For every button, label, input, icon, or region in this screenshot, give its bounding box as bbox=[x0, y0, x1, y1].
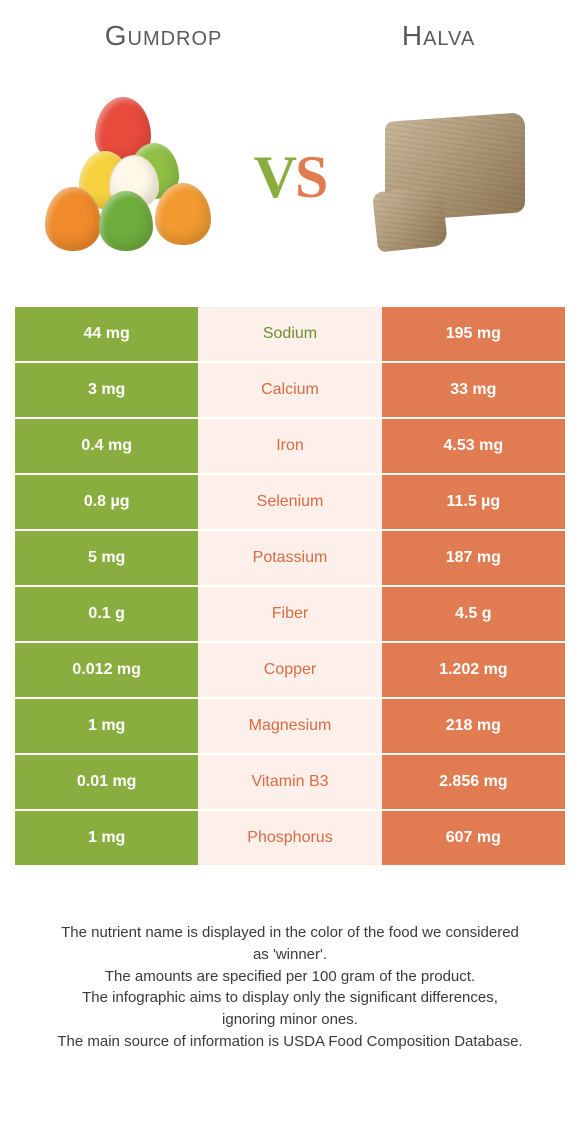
nutrient-label: Phosphorus bbox=[198, 811, 381, 865]
nutrient-label: Vitamin B3 bbox=[198, 755, 381, 809]
value-right: 218 mg bbox=[382, 699, 565, 753]
value-left: 0.8 µg bbox=[15, 475, 198, 529]
value-left: 44 mg bbox=[15, 307, 198, 361]
nutrient-label: Selenium bbox=[198, 475, 381, 529]
value-left: 5 mg bbox=[15, 531, 198, 585]
value-left: 0.4 mg bbox=[15, 419, 198, 473]
table-row: 0.8 µgSelenium11.5 µg bbox=[15, 475, 565, 531]
value-right: 607 mg bbox=[382, 811, 565, 865]
table-row: 0.01 mgVitamin B32.856 mg bbox=[15, 755, 565, 811]
value-left: 3 mg bbox=[15, 363, 198, 417]
gumdrop-image bbox=[35, 97, 215, 257]
nutrient-label: Sodium bbox=[198, 307, 381, 361]
value-right: 2.856 mg bbox=[382, 755, 565, 809]
titles-row: Gumdrop Halva bbox=[15, 20, 565, 52]
title-left: Gumdrop bbox=[105, 20, 223, 52]
value-right: 195 mg bbox=[382, 307, 565, 361]
vs-v: V bbox=[254, 144, 295, 210]
value-right: 187 mg bbox=[382, 531, 565, 585]
footer-line: The infographic aims to display only the… bbox=[55, 987, 525, 1031]
vs-s: S bbox=[295, 144, 326, 210]
nutrient-label: Potassium bbox=[198, 531, 381, 585]
value-right: 4.5 g bbox=[382, 587, 565, 641]
footer-notes: The nutrient name is displayed in the co… bbox=[15, 922, 565, 1053]
value-left: 1 mg bbox=[15, 699, 198, 753]
value-right: 11.5 µg bbox=[382, 475, 565, 529]
nutrient-label: Iron bbox=[198, 419, 381, 473]
table-row: 1 mgMagnesium218 mg bbox=[15, 699, 565, 755]
nutrient-label: Calcium bbox=[198, 363, 381, 417]
value-left: 0.012 mg bbox=[15, 643, 198, 697]
nutrient-label: Copper bbox=[198, 643, 381, 697]
table-row: 44 mgSodium195 mg bbox=[15, 307, 565, 363]
title-right: Halva bbox=[402, 20, 475, 52]
table-row: 0.012 mgCopper1.202 mg bbox=[15, 643, 565, 699]
value-right: 4.53 mg bbox=[382, 419, 565, 473]
table-row: 5 mgPotassium187 mg bbox=[15, 531, 565, 587]
footer-line: The nutrient name is displayed in the co… bbox=[55, 922, 525, 966]
nutrient-label: Magnesium bbox=[198, 699, 381, 753]
table-row: 0.1 gFiber4.5 g bbox=[15, 587, 565, 643]
hero-row: VS bbox=[15, 77, 565, 277]
comparison-table: 44 mgSodium195 mg3 mgCalcium33 mg0.4 mgI… bbox=[15, 307, 565, 867]
table-row: 3 mgCalcium33 mg bbox=[15, 363, 565, 419]
halva-image bbox=[365, 97, 545, 257]
footer-line: The main source of information is USDA F… bbox=[55, 1031, 525, 1053]
value-left: 0.01 mg bbox=[15, 755, 198, 809]
table-row: 1 mgPhosphorus607 mg bbox=[15, 811, 565, 867]
value-right: 1.202 mg bbox=[382, 643, 565, 697]
nutrient-label: Fiber bbox=[198, 587, 381, 641]
footer-line: The amounts are specified per 100 gram o… bbox=[55, 966, 525, 988]
table-row: 0.4 mgIron4.53 mg bbox=[15, 419, 565, 475]
value-left: 0.1 g bbox=[15, 587, 198, 641]
vs-label: VS bbox=[254, 143, 327, 212]
value-left: 1 mg bbox=[15, 811, 198, 865]
value-right: 33 mg bbox=[382, 363, 565, 417]
